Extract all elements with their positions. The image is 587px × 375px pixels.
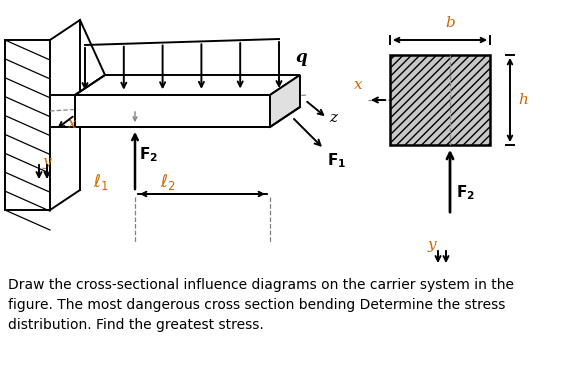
Text: x: x bbox=[354, 78, 362, 92]
Text: z: z bbox=[329, 111, 337, 125]
Text: $\ell_1$: $\ell_1$ bbox=[93, 172, 109, 192]
Text: $\mathbf{F_1}$: $\mathbf{F_1}$ bbox=[327, 151, 346, 170]
Text: Draw the cross-sectional influence diagrams on the carrier system in the
figure.: Draw the cross-sectional influence diagr… bbox=[8, 278, 514, 332]
Polygon shape bbox=[5, 40, 50, 210]
Text: $\mathbf{F_2}$: $\mathbf{F_2}$ bbox=[456, 184, 475, 203]
Text: q: q bbox=[295, 48, 306, 66]
Polygon shape bbox=[75, 95, 270, 127]
Text: b: b bbox=[445, 16, 455, 30]
Text: $\ell_2$: $\ell_2$ bbox=[160, 172, 176, 192]
Text: y: y bbox=[43, 155, 51, 169]
Text: $\mathbf{F_2}$: $\mathbf{F_2}$ bbox=[139, 146, 158, 164]
Polygon shape bbox=[270, 75, 300, 127]
Text: y: y bbox=[428, 238, 436, 252]
Text: h: h bbox=[518, 93, 528, 107]
Polygon shape bbox=[75, 75, 300, 95]
Text: x: x bbox=[68, 117, 77, 131]
Polygon shape bbox=[390, 55, 490, 145]
